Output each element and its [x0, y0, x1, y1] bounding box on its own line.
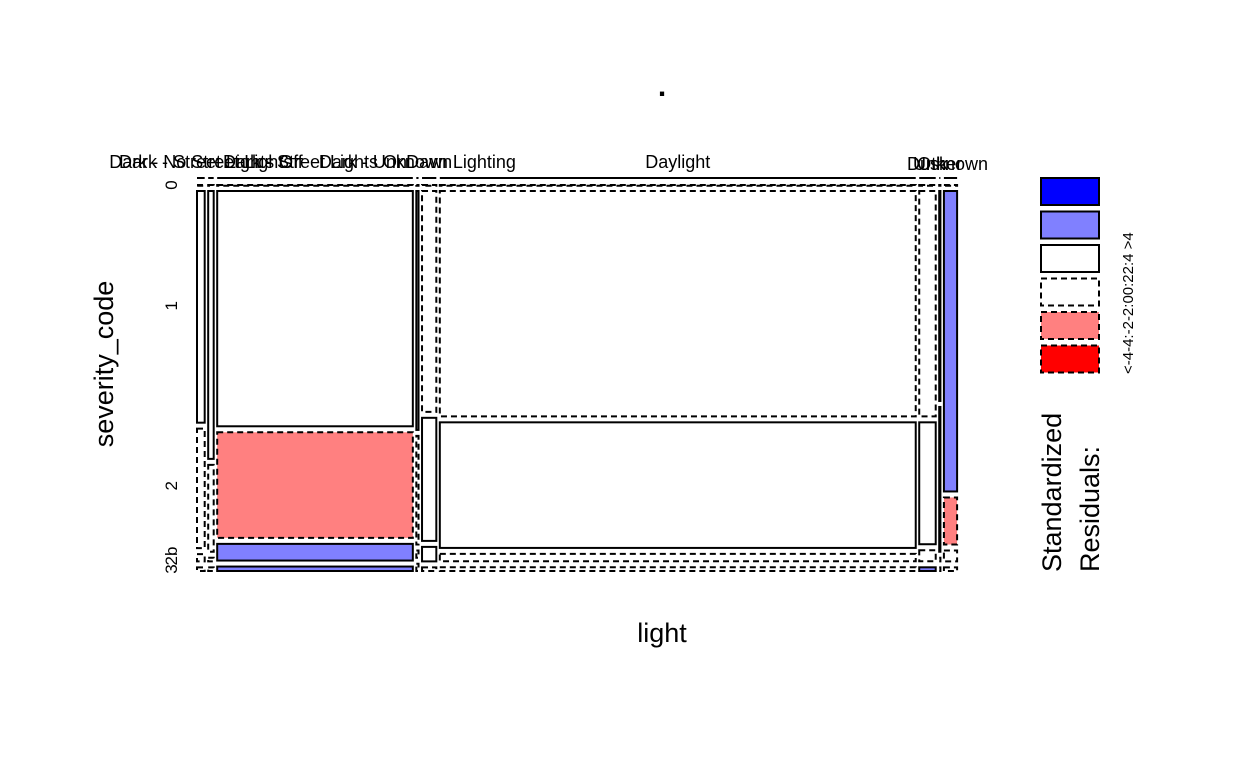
mosaic-tile — [438, 566, 917, 572]
y-tick-label: 1 — [162, 301, 181, 310]
y-axis-label: severity_code — [89, 281, 119, 448]
chart-title: . — [658, 70, 666, 103]
x-tick-label: Dawn — [406, 152, 452, 172]
y-tick-labels: 0 1 2 2b3 — [162, 180, 181, 573]
mosaic-tile — [196, 553, 206, 563]
mosaic-tile — [207, 566, 215, 573]
mosaic-tile — [207, 184, 215, 187]
mosaic-tile — [918, 190, 937, 418]
x-tick-label: Dusk — [907, 154, 949, 174]
mosaic-tile — [415, 562, 420, 573]
mosaic-tile — [207, 556, 215, 563]
y-tick-label: 3 — [162, 564, 181, 573]
legend: Standardized Residuals: <-4-4:-2-2:00:22… — [1037, 177, 1137, 572]
mosaic-tile — [196, 184, 206, 187]
x-tick-label: Daylight — [645, 152, 710, 172]
mosaic-tile — [421, 190, 438, 413]
mosaic-tile — [938, 405, 942, 553]
mosaic-tile — [438, 421, 917, 549]
legend-swatches — [1040, 177, 1100, 374]
legend-swatch — [1040, 344, 1100, 374]
mosaic-tiles — [196, 184, 959, 573]
mosaic-tile — [421, 566, 438, 573]
x-tick-label: Dark - Unknown Lighting — [319, 152, 516, 172]
mosaic-tile — [415, 190, 420, 431]
mosaic-tile — [196, 190, 206, 424]
mosaic-tile — [438, 184, 917, 187]
mosaic-tile — [207, 190, 215, 460]
x-tick-label: Unknown — [913, 154, 988, 174]
y-tick-label: 0 — [162, 180, 181, 189]
mosaic-tile — [938, 190, 942, 402]
x-tick-label: Other — [917, 154, 962, 174]
mosaic-tile — [918, 549, 937, 563]
y-tick-label: 2 — [162, 481, 181, 490]
mosaic-tile — [918, 566, 937, 572]
mosaic-tile — [216, 184, 414, 187]
mosaic-tile — [421, 416, 438, 542]
mosaic-tile — [421, 545, 438, 563]
mosaic-tile — [216, 565, 414, 572]
mosaic-tile — [216, 542, 414, 562]
mosaic-tile — [942, 566, 959, 573]
mosaic-tile — [207, 463, 215, 553]
legend-range-labels: <-4-4:-2-2:00:22:4 >4 — [1120, 232, 1137, 374]
mosaic-tile — [942, 190, 959, 493]
legend-swatch — [1040, 277, 1100, 307]
legend-swatch — [1040, 311, 1100, 340]
mosaic-tile — [438, 552, 917, 563]
legend-swatch — [1040, 244, 1100, 273]
mosaic-tile — [942, 496, 959, 546]
x-tick-label: Dark - Street Lights On — [223, 152, 407, 172]
x-tick-label: Dark - No Street Lights — [109, 152, 292, 172]
x-tick-label: Dark - Street Lights Off — [119, 152, 304, 172]
mosaic-tile — [216, 190, 414, 428]
legend-swatch — [1040, 210, 1100, 240]
mosaic-tile — [942, 184, 959, 187]
legend-swatch — [1040, 177, 1100, 206]
mosaic-tile — [415, 434, 420, 546]
y-tick-label: 2b — [162, 547, 181, 566]
mosaic-tile — [942, 549, 959, 563]
mosaic-tile — [196, 566, 206, 573]
mosaic-tile — [938, 556, 942, 563]
mosaic-tile — [415, 184, 420, 187]
mosaic-tile — [938, 184, 942, 187]
mosaic-tile — [421, 184, 438, 187]
legend-title-line-1: Standardized — [1037, 413, 1067, 572]
x-axis-label: light — [637, 618, 687, 648]
mosaic-tile — [918, 184, 937, 187]
mosaic-tile — [216, 431, 414, 539]
legend-title-line-2: Residuals: — [1075, 446, 1105, 572]
mosaic-tile — [938, 566, 942, 573]
mosaic-tile — [438, 190, 917, 418]
mosaic-tile — [918, 421, 937, 546]
mosaic-tile — [415, 549, 420, 559]
mosaic-tile — [196, 427, 206, 550]
